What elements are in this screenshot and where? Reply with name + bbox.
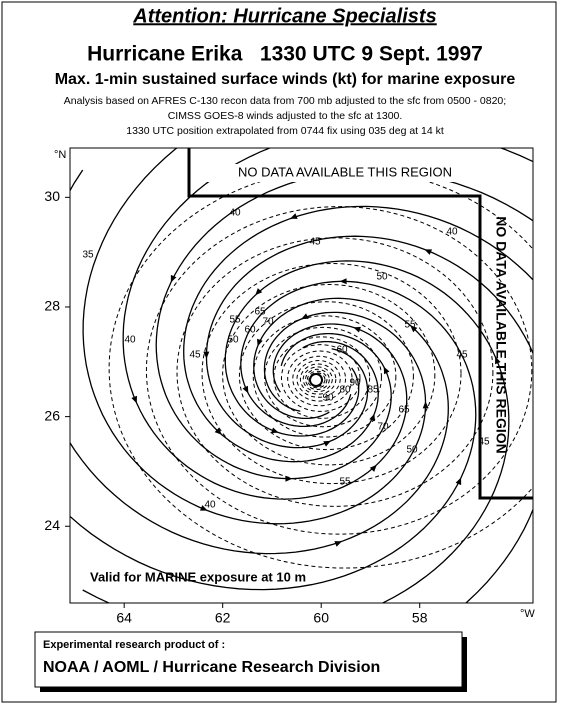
- arrow: [242, 385, 249, 394]
- contour-label: 70: [262, 317, 274, 328]
- streamline: [70, 280, 477, 591]
- footer-text: Experimental research product of :: [43, 639, 225, 651]
- lat-tick-label: 26: [44, 407, 60, 423]
- contour-label: 45: [189, 350, 201, 361]
- label-bg: [200, 164, 490, 182]
- isotach: [296, 360, 341, 398]
- storm: Hurricane Erika 1330 UTC 9 Sept. 1997: [87, 43, 483, 66]
- contour-label: 90: [349, 378, 361, 389]
- lon-tick-label: 62: [215, 610, 231, 626]
- arrow: [290, 213, 298, 219]
- isotach: [306, 370, 328, 389]
- contour-label: 80: [339, 385, 351, 396]
- lat-tick-label: 24: [44, 517, 60, 533]
- streamline: [70, 169, 449, 555]
- arrow: [424, 249, 433, 255]
- footer-box: [34, 631, 463, 688]
- center: [309, 373, 323, 387]
- contour-label: 60: [244, 325, 256, 336]
- note: 1330 UTC position extrapolated from 0744…: [126, 125, 444, 137]
- lon-tick-label: 64: [116, 610, 132, 626]
- arrow: [339, 278, 347, 285]
- arrow: [131, 395, 137, 404]
- isotach: [222, 283, 436, 466]
- arrow: [369, 413, 375, 422]
- contour-label: 45: [478, 437, 490, 448]
- contour-label: 70: [377, 422, 389, 433]
- contour-label: 40: [124, 335, 136, 346]
- map-frame: [69, 147, 534, 604]
- lat-tick-label: 28: [44, 298, 60, 314]
- isotach: [287, 350, 353, 407]
- note: CIMSS GOES-8 winds adjusted to the sfc a…: [168, 110, 403, 122]
- contour-label: 40: [446, 227, 458, 238]
- contour-label: 45: [456, 350, 468, 361]
- arrow: [285, 475, 293, 482]
- contour-label: 50: [406, 445, 418, 456]
- subtitle: Max. 1-min sustained surface winds (kt) …: [55, 71, 516, 88]
- arrow: [334, 541, 342, 547]
- lat-unit: °N: [54, 149, 66, 161]
- isotach: [299, 363, 337, 395]
- note: Analysis based on AFRES C-130 recon data…: [64, 95, 506, 107]
- lat-tick-label: 30: [44, 188, 60, 204]
- contour-label: 55: [339, 477, 351, 488]
- arrow: [455, 477, 462, 486]
- arrow: [495, 356, 501, 365]
- arrow: [323, 440, 331, 447]
- contour-label: 60: [336, 345, 348, 356]
- footer-text: NOAA / AOML / Hurricane Research Divisio…: [43, 659, 380, 676]
- arrow: [383, 366, 390, 375]
- contour-label: 65: [398, 405, 410, 416]
- isotach: [280, 344, 361, 412]
- isotach: [145, 206, 533, 535]
- isotach: [308, 372, 326, 387]
- isotach: [201, 262, 462, 485]
- arrow: [353, 326, 361, 333]
- arrow: [422, 401, 429, 409]
- contour-label: 50: [227, 335, 239, 346]
- contour-label: 40: [229, 208, 241, 219]
- arrow: [369, 464, 377, 472]
- arrow: [199, 505, 208, 511]
- contour-label: 50: [376, 272, 388, 283]
- title: Attention: Hurricane Specialists: [132, 5, 436, 27]
- arrow: [410, 325, 418, 333]
- isotach: [305, 368, 330, 391]
- lon-unit: °W: [520, 608, 535, 620]
- arrow: [203, 351, 210, 359]
- isotach: [238, 301, 414, 451]
- contour-label: 55: [229, 315, 241, 326]
- arrow: [170, 274, 177, 283]
- arrow: [257, 338, 263, 347]
- frame: [1, 1, 557, 703]
- contour-label: 85: [367, 385, 379, 396]
- contour-label: 55: [404, 320, 416, 331]
- no-data-boundary: [187, 148, 533, 500]
- streamline: [183, 205, 533, 463]
- no-data-label: NO DATA AVAILABLE THIS REGION: [493, 216, 509, 453]
- lon-tick-label: 60: [313, 610, 329, 626]
- isotach: [176, 237, 494, 507]
- arrow: [255, 288, 263, 296]
- isotach: [292, 355, 347, 402]
- contour-label: 65: [254, 307, 266, 318]
- streamline: [82, 260, 510, 603]
- valid-note: Valid for MARINE exposure at 10 m: [90, 569, 306, 584]
- contour-label: 40: [204, 500, 216, 511]
- isotach: [273, 336, 371, 419]
- arrow: [301, 313, 309, 320]
- contour-label: 45: [309, 237, 321, 248]
- lon-tick-label: 58: [412, 610, 428, 626]
- arrow: [214, 427, 222, 435]
- streamline: [122, 148, 533, 500]
- contour-label: 90: [322, 393, 334, 404]
- no-data-label: NO DATA AVAILABLE THIS REGION: [238, 164, 452, 179]
- isotach: [252, 315, 397, 438]
- contour-label: 35: [82, 250, 94, 261]
- isotach: [302, 366, 333, 393]
- arrow: [271, 427, 279, 434]
